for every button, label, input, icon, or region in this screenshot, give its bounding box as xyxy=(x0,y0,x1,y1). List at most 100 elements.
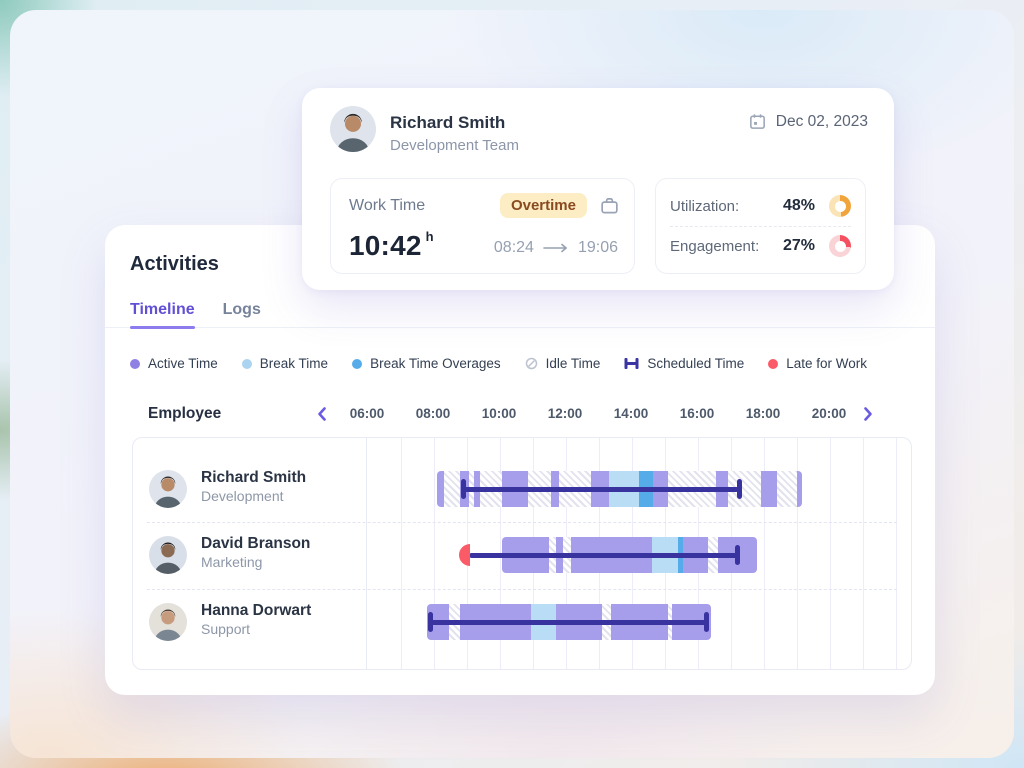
legend-item-break-time: Break Time xyxy=(241,356,329,371)
time-tick: 14:00 xyxy=(613,406,649,421)
employee-row-department: Support xyxy=(201,621,251,637)
legend-label: Idle Time xyxy=(545,356,601,371)
briefcase-icon xyxy=(599,195,620,216)
employee-cell: David Branson Marketing xyxy=(201,534,310,572)
legend-item-late-for-work: Late for Work xyxy=(768,356,867,371)
metric-label: Engagement: xyxy=(670,237,760,255)
work-time-value: 10:42 h xyxy=(349,229,434,261)
avatar xyxy=(330,106,376,152)
metrics-card: Utilization: 48% Engagement: 27% xyxy=(655,178,866,274)
time-tick: 20:00 xyxy=(811,406,847,421)
row-divider xyxy=(147,589,897,590)
legend-item-break-time-overages: Break Time Overages xyxy=(352,356,501,371)
idle-slashed-circle-icon xyxy=(525,357,538,370)
metric-value: 48% xyxy=(782,197,815,214)
activities-card: Activities Timeline Logs Active Time Break… xyxy=(105,225,935,695)
break-time-dot-icon xyxy=(241,358,252,369)
time-tick: 06:00 xyxy=(349,406,385,421)
time-tick: 12:00 xyxy=(547,406,583,421)
arrow-right-icon xyxy=(543,243,569,253)
tab-timeline[interactable]: Timeline xyxy=(130,301,195,329)
employee-cell: Hanna Dorwart Support xyxy=(201,601,311,639)
row-divider xyxy=(147,522,897,523)
scheduled-start-cap xyxy=(428,612,434,632)
employee-column-header: Employee xyxy=(148,405,222,422)
start-time: 08:24 xyxy=(493,239,534,256)
active-segment xyxy=(437,471,444,507)
date-picker[interactable]: Dec 02, 2023 xyxy=(748,112,868,131)
hour-gridline xyxy=(797,438,798,669)
metrics-divider xyxy=(670,225,851,227)
tab-logs[interactable]: Logs xyxy=(222,301,261,318)
work-time-label: Work Time xyxy=(349,196,426,214)
late-for-work-marker xyxy=(458,544,470,566)
donut-hole xyxy=(834,200,846,212)
legend-item-idle-time: Idle Time xyxy=(525,356,601,371)
avatar xyxy=(149,603,187,641)
time-tick: 18:00 xyxy=(745,406,781,421)
tabs: Timeline Logs xyxy=(130,301,261,329)
employee-row-department: Marketing xyxy=(201,554,263,570)
metric-donut xyxy=(829,195,851,217)
active-time-dot-icon xyxy=(130,358,140,369)
hour-gridline xyxy=(764,438,765,669)
end-time: 19:06 xyxy=(577,239,618,256)
active-segment xyxy=(796,471,802,507)
legend: Active Time Break Time Break Time Overages… xyxy=(130,356,867,371)
donut-hole xyxy=(834,240,846,252)
overtime-badge: Overtime xyxy=(499,193,587,218)
time-tick: 10:00 xyxy=(481,406,517,421)
employee-row-name: David Branson xyxy=(201,535,311,552)
avatar xyxy=(149,536,187,574)
tab-bar: Timeline Logs xyxy=(105,301,935,329)
work-time-card: Work Time Overtime 10:42 h 08:24 xyxy=(330,178,635,274)
employee-column-divider xyxy=(366,438,367,669)
legend-label: Active Time xyxy=(148,356,218,371)
legend-label: Break Time xyxy=(259,356,329,371)
scheduled-start-cap xyxy=(461,479,467,499)
legend-label: Scheduled Time xyxy=(647,356,745,371)
hour-gridline xyxy=(863,438,864,669)
scheduled-end-cap xyxy=(735,545,741,565)
time-tick: 08:00 xyxy=(415,406,451,421)
metric-donut xyxy=(829,235,851,257)
metric-label: Utilization: xyxy=(670,197,740,215)
scheduled-time-line xyxy=(468,552,738,558)
idle-segment xyxy=(443,471,461,507)
hour-gridline xyxy=(401,438,402,669)
app-background: Richard Smith Development Team Dec 02, 2… xyxy=(10,10,1014,758)
calendar-icon xyxy=(748,112,767,131)
hour-gridline xyxy=(896,438,897,669)
date-label: Dec 02, 2023 xyxy=(775,112,868,130)
employee-summary-card: Richard Smith Development Team Dec 02, 2… xyxy=(302,88,894,290)
metric-row-utilization-: Utilization: 48% xyxy=(670,187,851,226)
work-time-range: 08:24 19:06 xyxy=(494,239,618,262)
scroll-right-button[interactable] xyxy=(856,402,880,426)
timeline-grid: Richard Smith Development David Branson Mar… xyxy=(132,437,912,670)
idle-segment xyxy=(777,471,797,507)
late-for-work-dot-icon xyxy=(768,358,779,369)
employee-team: Development Team xyxy=(390,137,519,154)
time-tick: 16:00 xyxy=(679,406,715,421)
employee-name: Richard Smith xyxy=(390,113,506,132)
employee-row-name: Richard Smith xyxy=(201,469,307,486)
scheduled-ibeam-icon xyxy=(624,357,639,370)
employee-row-department: Development xyxy=(201,488,284,504)
work-time-unit: h xyxy=(425,229,434,244)
page-title: Activities xyxy=(130,253,219,275)
scheduled-end-cap xyxy=(736,479,742,499)
metric-value: 27% xyxy=(782,237,815,254)
scroll-left-button[interactable] xyxy=(310,402,334,426)
metric-row-engagement-: Engagement: 27% xyxy=(670,227,851,266)
legend-item-scheduled-time: Scheduled Time xyxy=(624,356,744,371)
hour-gridline xyxy=(434,438,435,669)
legend-label: Break Time Overages xyxy=(370,356,501,371)
scheduled-time-line xyxy=(463,486,740,492)
scheduled-time-line xyxy=(430,619,707,625)
legend-label: Late for Work xyxy=(786,356,868,371)
employee-cell: Richard Smith Development xyxy=(201,468,306,506)
avatar xyxy=(149,470,187,508)
timeline-header: Employee 06:00 08:00 10:00 12:00 14:00 16:00 1… xyxy=(132,401,910,427)
employee-row-name: Hanna Dorwart xyxy=(201,602,312,619)
legend-item-active-time: Active Time xyxy=(130,356,218,371)
